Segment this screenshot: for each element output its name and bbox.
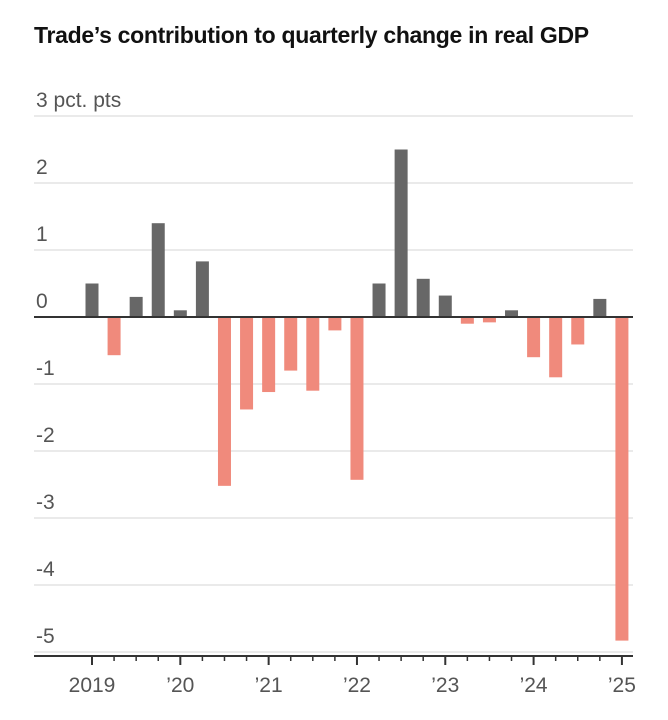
bar-2021-q3 bbox=[306, 317, 320, 391]
bar-2022-q4 bbox=[416, 278, 430, 317]
y-tick-label: 1 bbox=[36, 223, 48, 246]
y-tick-label: -4 bbox=[36, 558, 55, 581]
bar-2021-q4 bbox=[328, 317, 342, 331]
bars bbox=[85, 149, 629, 641]
bar-2019-q2 bbox=[107, 317, 121, 356]
bar-2024-q3 bbox=[571, 317, 585, 345]
bar-2023-q1 bbox=[438, 295, 452, 317]
bar-2020-q1 bbox=[173, 310, 187, 317]
bar-2023-q4 bbox=[505, 310, 519, 317]
bar-2021-q2 bbox=[284, 317, 298, 371]
bar-2019-q3 bbox=[129, 296, 143, 317]
gridlines bbox=[34, 115, 633, 653]
x-tick-label: ’23 bbox=[431, 674, 459, 697]
y-tick-label: 3 pct. pts bbox=[36, 89, 121, 112]
bar-2022-q1 bbox=[350, 317, 364, 480]
x-tick-label: ’20 bbox=[166, 674, 194, 697]
bar-2024-q1 bbox=[527, 317, 541, 358]
y-axis-labels: 3 pct. pts 2 1 0 -1 -2 -3 -4 -5 bbox=[36, 89, 121, 648]
x-tick-label: 2019 bbox=[69, 674, 116, 697]
bar-2020-q4 bbox=[240, 317, 254, 410]
x-tick-label: ’21 bbox=[255, 674, 283, 697]
bar-2020-q3 bbox=[217, 317, 231, 486]
x-axis: 2019 ’20 ’21 ’22 ’23 ’24 ’25 bbox=[34, 316, 636, 697]
x-tick-label: ’25 bbox=[608, 674, 636, 697]
x-tick-label: ’22 bbox=[343, 674, 371, 697]
bar-2021-q1 bbox=[262, 317, 276, 393]
bar-2023-q3 bbox=[482, 317, 496, 323]
y-tick-label: -5 bbox=[36, 625, 55, 648]
bar-2019-q1 bbox=[85, 283, 99, 317]
y-tick-label: -1 bbox=[36, 357, 55, 380]
bar-2025-q1 bbox=[615, 317, 629, 641]
bar-2019-q4 bbox=[151, 223, 165, 317]
bar-2022-q3 bbox=[394, 149, 408, 317]
x-tick-label: ’24 bbox=[520, 674, 548, 697]
y-tick-label: 0 bbox=[36, 290, 48, 313]
bar-2020-q2 bbox=[195, 261, 209, 317]
y-tick-label: -3 bbox=[36, 491, 55, 514]
bar-2023-q2 bbox=[460, 317, 474, 324]
chart-title: Trade’s contribution to quarterly change… bbox=[34, 22, 589, 48]
y-tick-label: 2 bbox=[36, 156, 48, 179]
bar-2024-q2 bbox=[549, 317, 563, 378]
bar-2022-q2 bbox=[372, 283, 386, 317]
bar-2024-q4 bbox=[593, 298, 607, 317]
y-tick-label: -2 bbox=[36, 424, 55, 447]
